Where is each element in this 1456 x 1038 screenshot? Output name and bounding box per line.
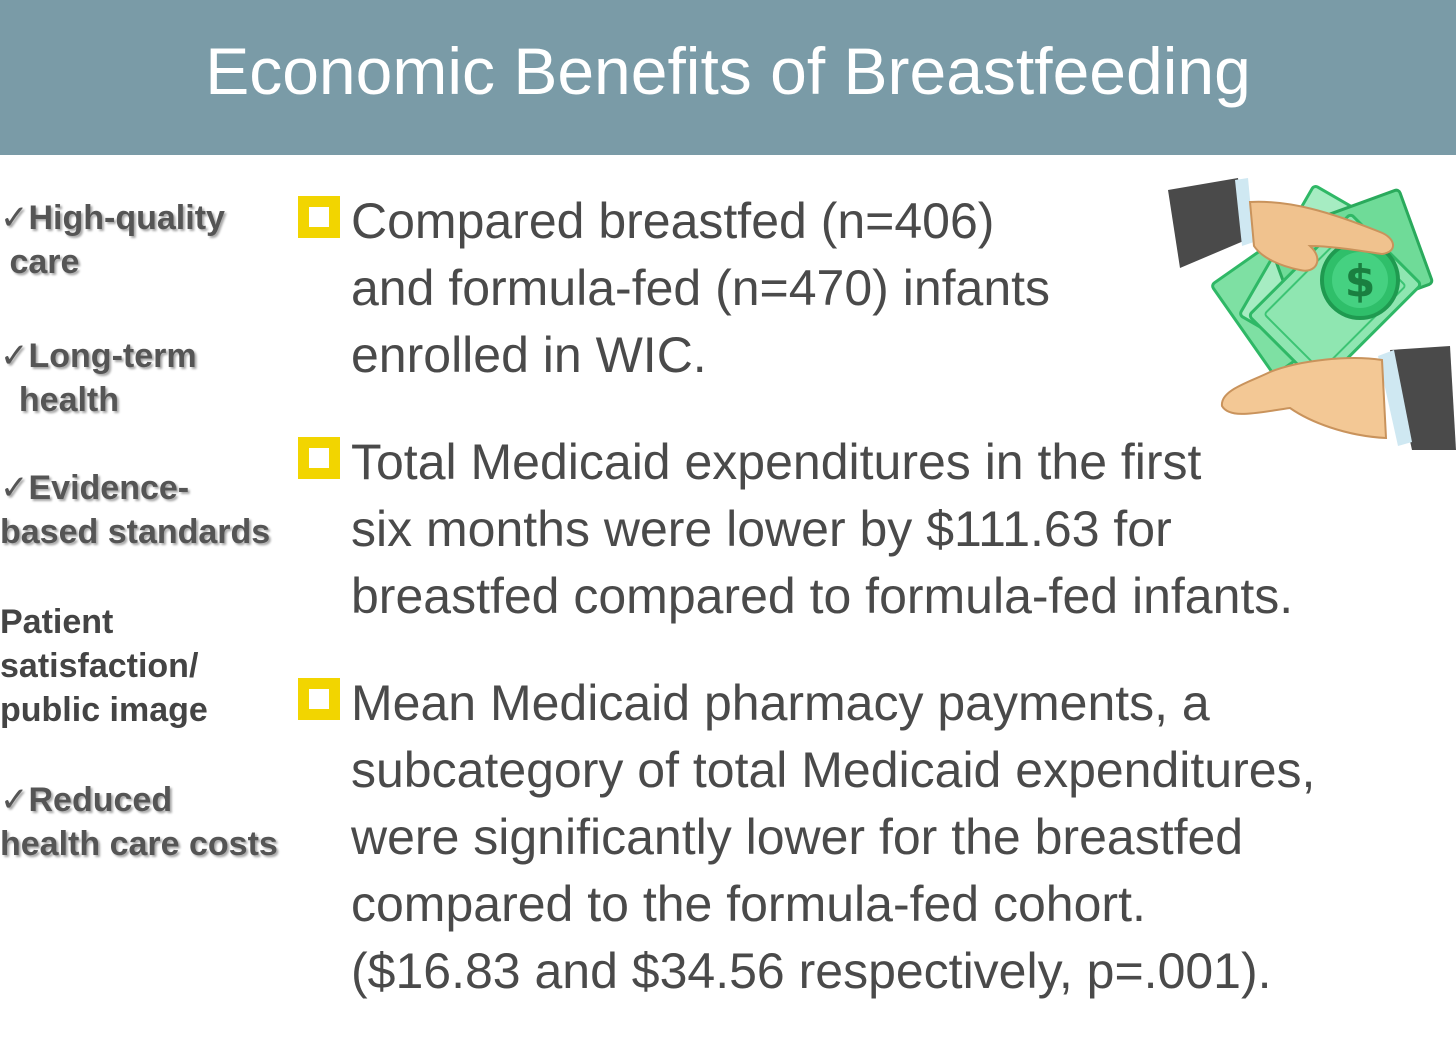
checkmark-icon: ✓ <box>0 468 29 508</box>
checkmark-icon: ✓ <box>0 780 29 820</box>
sidebar-item-reduced-health-care-costs: ✓Reduced health care costs <box>0 780 278 863</box>
money-hands-illustration: $ <box>1168 178 1456 450</box>
title-banner: Economic Benefits of Breastfeeding <box>0 0 1456 155</box>
sidebar-item-evidence-based-standards: ✓Evidence- based standards <box>0 468 271 551</box>
hands-exchanging-money-icon: $ <box>1150 150 1456 460</box>
checkmark-icon: ✓ <box>0 336 29 376</box>
yellow-square-bullet-icon <box>298 196 340 238</box>
checkmark-icon: ✓ <box>0 198 29 238</box>
sidebar-item-high-quality-care: ✓High-quality care <box>0 198 225 281</box>
sidebar-item-patient-satisfaction: Patient satisfaction/ public image <box>0 603 208 729</box>
yellow-square-bullet-icon <box>298 678 340 720</box>
sidebar-item-long-term-health: ✓Long-term health <box>0 336 197 419</box>
dollar-sign-icon: $ <box>1345 256 1376 307</box>
yellow-square-bullet-icon <box>298 437 340 479</box>
page-title: Economic Benefits of Breastfeeding <box>205 33 1251 108</box>
